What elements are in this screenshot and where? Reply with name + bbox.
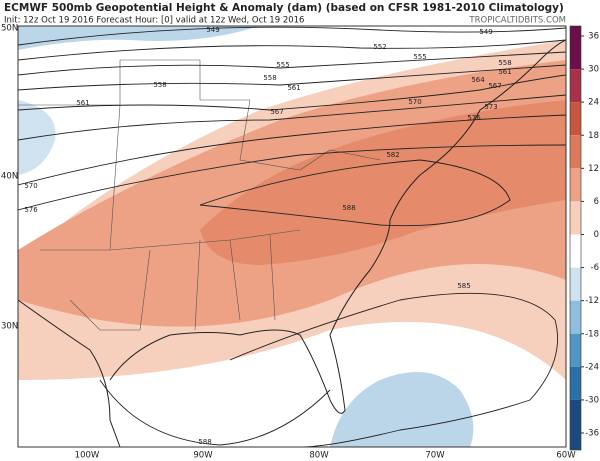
colorbar-tick-label: 6 — [594, 197, 599, 207]
height-contour — [99, 379, 331, 446]
colorbar-tick-label: -24 — [585, 362, 599, 372]
colorbar-tick-label: -18 — [585, 329, 599, 339]
positive-anomaly — [200, 100, 566, 265]
colorbar-tick-label: 24 — [588, 98, 599, 108]
contour-label: 555 — [413, 53, 426, 61]
colorbar-segment — [570, 399, 581, 450]
colorbar-tick-label: 0 — [594, 230, 599, 240]
map-subtitle: Init: 12z Oct 19 2016 Forecast Hour: [0]… — [4, 16, 304, 26]
colorbar-segment — [570, 26, 581, 70]
source: TROPICALTIDBITS.COM — [468, 16, 566, 26]
lon-label: 70W — [425, 451, 445, 461]
lon-label: 100W — [75, 451, 100, 461]
map-title: ECMWF 500mb Geopotential Height & Anomal… — [4, 2, 564, 14]
contour-label: 549 — [206, 26, 219, 34]
height-contour — [18, 26, 566, 46]
height-contour — [18, 74, 566, 111]
state-borders — [18, 59, 381, 331]
colorbar-frame — [569, 25, 582, 451]
contour-label: 564 — [471, 76, 485, 84]
contour-label: 576 — [467, 114, 481, 122]
contour-label: 549 — [479, 28, 492, 36]
lon-label: 90W — [193, 451, 213, 461]
height-contour — [18, 51, 566, 76]
lat-label: 40N — [1, 172, 18, 182]
contour-label: 570 — [24, 182, 37, 190]
colorbar-tick-label: 18 — [588, 131, 599, 141]
contour-label: 558 — [263, 74, 276, 82]
colorbar-segment — [570, 300, 581, 334]
contour-label: 585 — [457, 282, 470, 290]
contour-label: 588 — [198, 438, 211, 446]
colorbar-segment — [570, 333, 581, 367]
contour-label: 570 — [408, 98, 421, 106]
height-contour — [18, 114, 566, 186]
negative-anomaly — [330, 372, 474, 447]
lat-label: 50N — [1, 24, 18, 34]
colorbar-tick-label: 12 — [588, 164, 599, 174]
colorbar-tick-label: -30 — [585, 395, 599, 405]
colorbar-tick-label: -36 — [585, 429, 599, 439]
height-contour — [18, 64, 566, 91]
colorbar-segment — [570, 102, 581, 136]
colorbar-segment — [570, 267, 581, 301]
contour-label: 582 — [386, 151, 399, 159]
contour-label: 552 — [373, 43, 386, 51]
height-contour — [229, 292, 558, 447]
contour-label: 567 — [488, 82, 501, 90]
colorbar-segment — [570, 366, 581, 400]
negative-anomaly — [18, 26, 260, 50]
colorbar-segment — [570, 168, 581, 202]
contour-label: 576 — [24, 206, 38, 214]
contour-label: 555 — [276, 61, 289, 69]
lat-label: 30N — [1, 322, 18, 332]
lon-label: 80W — [309, 451, 329, 461]
height-contour — [18, 39, 566, 61]
colorbar-segment — [570, 234, 581, 268]
colorbar-segment — [570, 69, 581, 103]
colorbar-segment — [570, 201, 581, 235]
contour-label: 561 — [287, 84, 300, 92]
lon-label: 60W — [556, 451, 576, 461]
contour-label: 588 — [342, 204, 355, 212]
height-contour — [18, 94, 566, 141]
map-frame — [17, 25, 567, 448]
colorbar-tick-label: -12 — [585, 296, 599, 306]
contour-label: 558 — [498, 59, 511, 67]
contour-label: 561 — [498, 68, 511, 76]
contour-label: 561 — [76, 99, 89, 107]
contour-label: 573 — [484, 103, 497, 111]
coastline — [18, 39, 566, 447]
contour-label: 558 — [153, 81, 166, 89]
colorbar-tick-label: 30 — [588, 65, 599, 75]
contour-label: 567 — [270, 108, 283, 116]
colorbar-segment — [570, 135, 581, 169]
height-contour — [199, 159, 511, 227]
height-contour — [18, 144, 566, 211]
colorbar-tick-label: -6 — [591, 263, 599, 273]
map-area — [18, 26, 566, 447]
colorbar-tick-label: 36 — [588, 32, 599, 42]
